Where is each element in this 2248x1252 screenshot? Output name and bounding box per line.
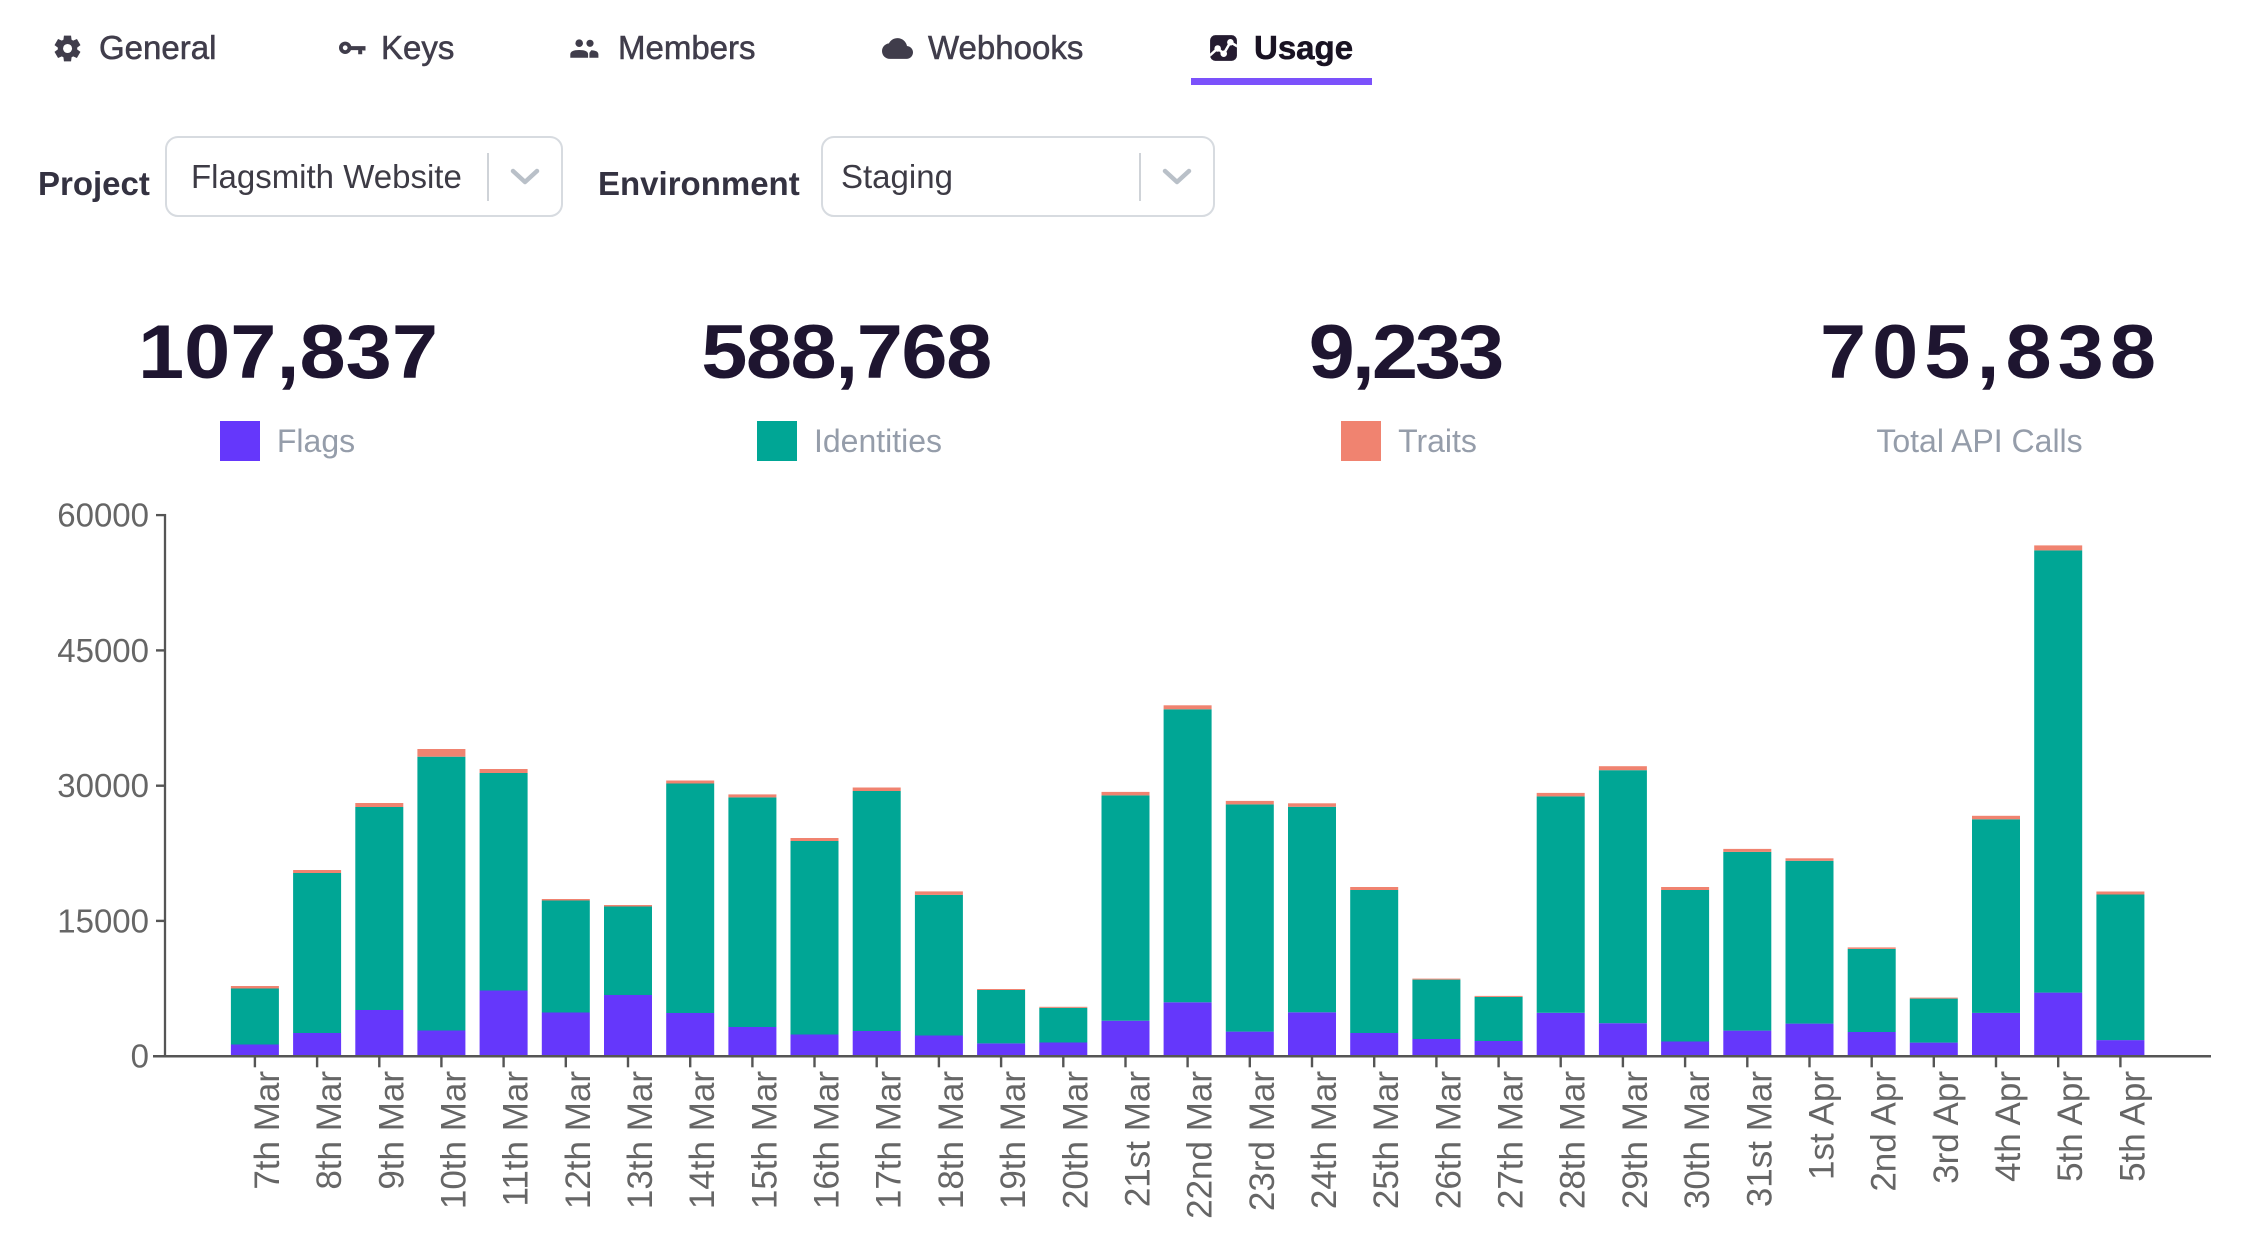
svg-text:15000: 15000 xyxy=(57,902,149,939)
svg-text:23rd Mar: 23rd Mar xyxy=(1243,1071,1282,1211)
svg-text:16th Mar: 16th Mar xyxy=(808,1071,847,1209)
svg-text:20th Mar: 20th Mar xyxy=(1056,1071,1095,1209)
svg-text:30000: 30000 xyxy=(57,767,149,804)
svg-text:5th Apr: 5th Apr xyxy=(2051,1071,2090,1182)
svg-text:7th Mar: 7th Mar xyxy=(248,1071,287,1190)
svg-text:31st Mar: 31st Mar xyxy=(1740,1071,1779,1207)
svg-text:28th Mar: 28th Mar xyxy=(1554,1071,1593,1209)
svg-text:2nd Apr: 2nd Apr xyxy=(1865,1071,1904,1192)
svg-text:26th Mar: 26th Mar xyxy=(1429,1071,1468,1209)
svg-text:10th Mar: 10th Mar xyxy=(434,1071,473,1209)
svg-text:24th Mar: 24th Mar xyxy=(1305,1071,1344,1209)
svg-text:3rd Apr: 3rd Apr xyxy=(1927,1071,1966,1184)
svg-text:30th Mar: 30th Mar xyxy=(1678,1071,1717,1209)
svg-text:5th Apr: 5th Apr xyxy=(2113,1071,2152,1182)
svg-text:17th Mar: 17th Mar xyxy=(870,1071,909,1209)
svg-text:45000: 45000 xyxy=(57,632,149,669)
svg-text:14th Mar: 14th Mar xyxy=(683,1071,722,1209)
svg-text:22nd Mar: 22nd Mar xyxy=(1181,1071,1220,1219)
svg-text:18th Mar: 18th Mar xyxy=(932,1071,971,1209)
svg-text:0: 0 xyxy=(131,1038,149,1075)
svg-text:13th Mar: 13th Mar xyxy=(621,1071,660,1209)
svg-text:12th Mar: 12th Mar xyxy=(559,1071,598,1209)
svg-text:15th Mar: 15th Mar xyxy=(745,1071,784,1209)
svg-text:1st Apr: 1st Apr xyxy=(1803,1071,1842,1180)
svg-text:25th Mar: 25th Mar xyxy=(1367,1071,1406,1209)
svg-text:4th Apr: 4th Apr xyxy=(1989,1071,2028,1182)
svg-text:21st Mar: 21st Mar xyxy=(1119,1071,1158,1207)
svg-text:29th Mar: 29th Mar xyxy=(1616,1071,1655,1209)
svg-text:27th Mar: 27th Mar xyxy=(1492,1071,1531,1209)
svg-text:8th Mar: 8th Mar xyxy=(310,1071,349,1190)
svg-text:9th Mar: 9th Mar xyxy=(372,1071,411,1190)
svg-text:11th Mar: 11th Mar xyxy=(497,1071,536,1207)
svg-text:60000: 60000 xyxy=(57,497,149,534)
svg-text:19th Mar: 19th Mar xyxy=(994,1071,1033,1209)
